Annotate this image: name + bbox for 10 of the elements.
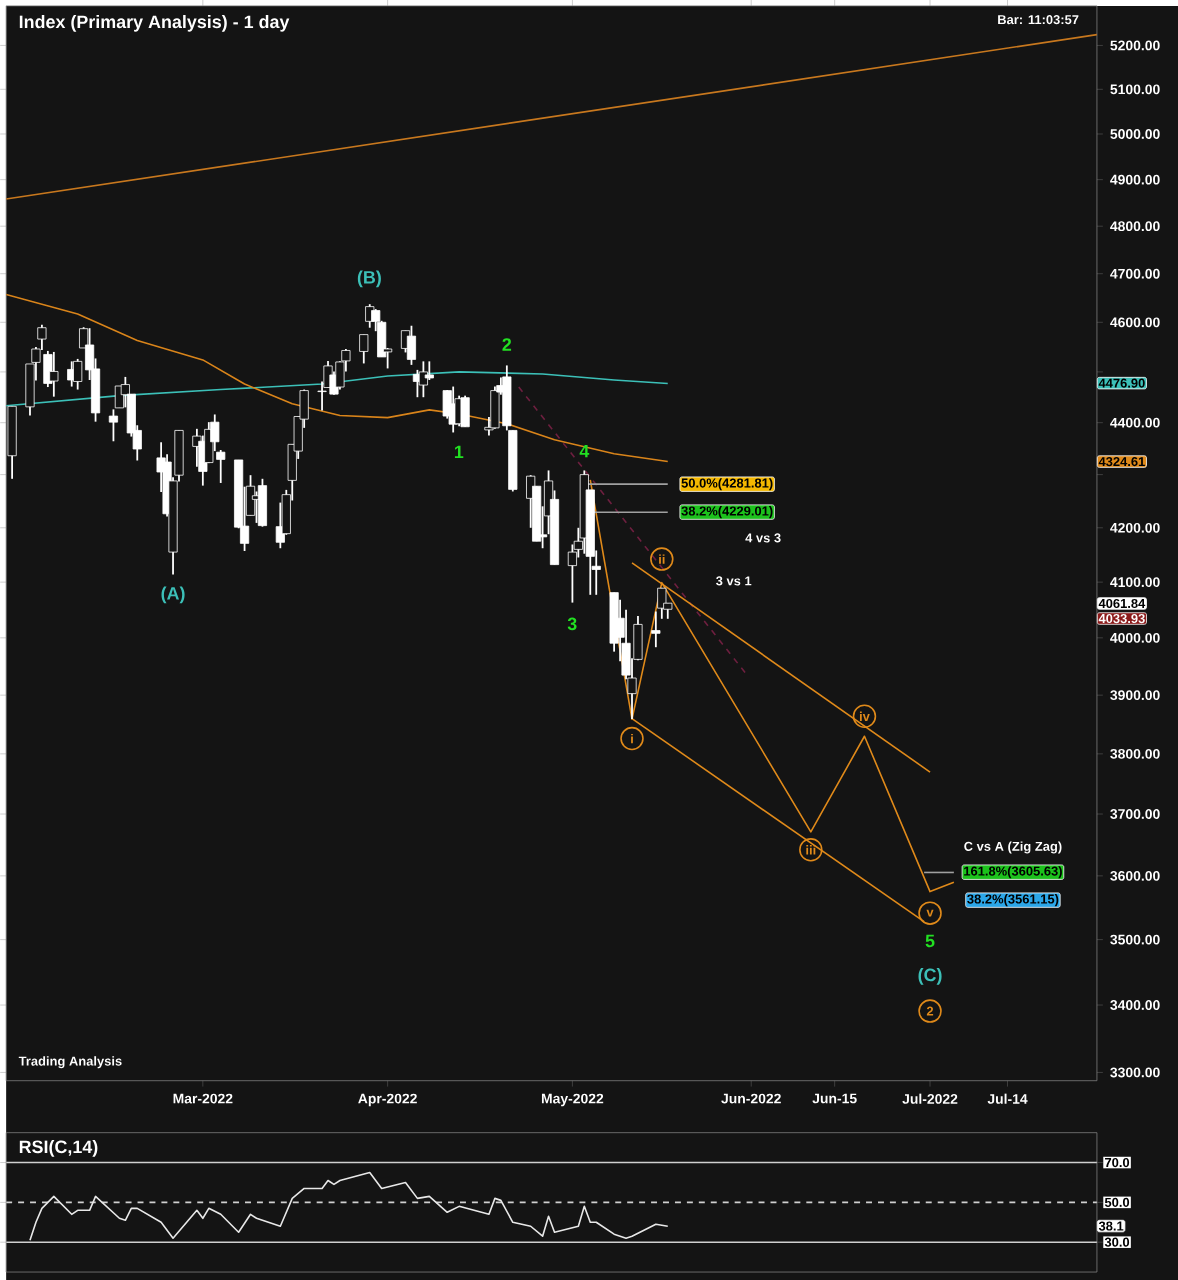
chart-title: RSI(C,14) [19, 1139, 98, 1157]
annotation: 2 [502, 338, 511, 351]
annotation: 3 [567, 617, 577, 631]
annotation: (C) [918, 968, 942, 985]
annotation: 4 [579, 444, 589, 458]
annotation: 1 [454, 445, 464, 459]
annotation: 5 [925, 934, 935, 948]
annotation: (A) [161, 586, 185, 604]
chart-title: Index (Primary Analysis) - 1 day [19, 15, 290, 32]
annotation: (B) [357, 270, 381, 288]
